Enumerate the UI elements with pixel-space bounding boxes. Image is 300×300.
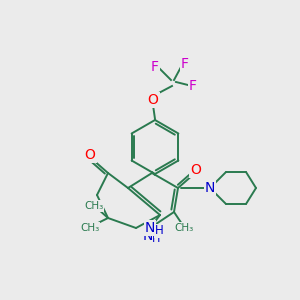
Text: N: N [205, 181, 215, 195]
Text: H: H [154, 224, 164, 238]
Text: N: N [143, 229, 153, 243]
Text: F: F [151, 60, 159, 74]
Text: CH₃: CH₃ [174, 223, 194, 233]
Text: O: O [85, 148, 95, 162]
Text: H: H [152, 234, 160, 244]
Text: O: O [148, 93, 158, 107]
Text: N: N [145, 221, 155, 235]
Text: CH₃: CH₃ [80, 223, 100, 233]
Text: CH₃: CH₃ [84, 201, 104, 211]
Text: F: F [189, 79, 197, 93]
Text: F: F [181, 57, 189, 71]
Text: O: O [190, 163, 201, 177]
